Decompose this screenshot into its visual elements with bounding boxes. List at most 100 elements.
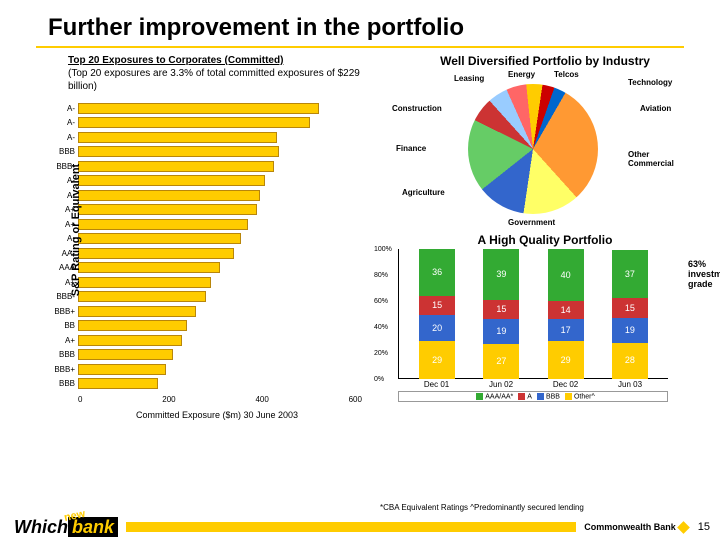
bar-row: A+	[52, 203, 362, 218]
bar	[78, 219, 248, 230]
bar-row: A-	[52, 116, 362, 131]
left-panel: Top 20 Exposures to Corporates (Committe…	[12, 54, 382, 420]
bar	[78, 335, 182, 346]
bar-label: BBB	[52, 147, 78, 156]
stack-segment: 40	[548, 249, 584, 301]
bar	[78, 262, 220, 273]
stack-segment: 20	[419, 315, 455, 341]
pie-title: Well Diversified Portfolio by Industry	[388, 54, 702, 68]
bar-row: A+	[52, 333, 362, 348]
bar-label: A+	[52, 336, 78, 345]
right-panel: Well Diversified Portfolio by Industry E…	[382, 54, 702, 420]
bar-row: A-	[52, 130, 362, 145]
bar	[78, 378, 158, 389]
stack-segment: 39	[483, 249, 519, 300]
stack-segment: 14	[548, 301, 584, 319]
stack-segment: 27	[483, 344, 519, 379]
stack-segment: 15	[419, 296, 455, 316]
pie-slice-label: Agriculture	[402, 188, 445, 197]
bar-row: AA-	[52, 246, 362, 261]
bar-row: A-	[52, 188, 362, 203]
bar-label: BBB+	[52, 365, 78, 374]
bar	[78, 103, 319, 114]
bar	[78, 204, 257, 215]
bar-row: BBB	[52, 348, 362, 363]
stacked-legend: AAA/AA*ABBBOther^	[398, 391, 668, 402]
cba-logo: Commonwealth Bank	[584, 522, 688, 532]
bar	[78, 277, 211, 288]
pie-slice-label: Government	[508, 218, 555, 227]
stack-segment: 15	[612, 298, 648, 318]
page-number: 15	[698, 521, 710, 533]
pie-slice-label: Technology	[628, 78, 672, 87]
bar-row: BBB+	[52, 304, 362, 319]
bar-row: BB	[52, 319, 362, 334]
bar	[78, 364, 166, 375]
footnote: *CBA Equivalent Ratings ^Predominantly s…	[380, 503, 584, 512]
bar	[78, 291, 206, 302]
bar-label: BBB	[52, 379, 78, 388]
title-underline	[36, 46, 684, 48]
stack-segment: 28	[612, 343, 648, 379]
stack-segment: 19	[483, 319, 519, 344]
slide-title: Further improvement in the portfolio	[0, 0, 720, 46]
bar-label: BBB	[52, 350, 78, 359]
pie-body	[468, 84, 598, 214]
bar-row: A-	[52, 174, 362, 189]
pie-slice-label: Finance	[396, 144, 426, 153]
pie-slice-label: Telcos	[554, 70, 579, 79]
x-axis-ticks: 0200400600	[78, 395, 362, 404]
yellow-strip	[126, 522, 576, 532]
stack-segment: 37	[612, 250, 648, 298]
bar-chart-header: Top 20 Exposures to Corporates (Committe…	[68, 54, 382, 93]
stack-column: 29171440	[548, 249, 584, 379]
stacked-x-labels: Dec 01Jun 02Dec 02Jun 03	[398, 379, 668, 389]
bar	[78, 248, 234, 259]
bar	[78, 161, 274, 172]
stack-segment: 17	[548, 319, 584, 341]
stack-segment: 29	[419, 341, 455, 379]
stack-column: 28191537	[612, 250, 648, 379]
bar	[78, 233, 241, 244]
stack-segment: 36	[419, 249, 455, 296]
brace-label: 63% investment grade	[688, 259, 720, 289]
bar-row: A-	[52, 101, 362, 116]
bar-label: BB	[52, 321, 78, 330]
stack-column: 29201536	[419, 249, 455, 379]
stack-column: 27191539	[483, 249, 519, 379]
bar	[78, 320, 187, 331]
bar-row: A+	[52, 217, 362, 232]
stack-segment: 15	[483, 300, 519, 320]
stacked-chart: 29201536271915392917144028191537	[398, 249, 668, 379]
pie-slice-label: Energy	[508, 70, 535, 79]
stack-segment: 29	[548, 341, 584, 379]
bar-row: BBB-	[52, 159, 362, 174]
bar	[78, 306, 196, 317]
bar-label: BBB+	[52, 307, 78, 316]
bar-row: BBB	[52, 145, 362, 160]
pie-slice-label: Construction	[392, 104, 442, 113]
bar-row: BBB	[52, 377, 362, 392]
pie-slice-label: Leasing	[454, 74, 484, 83]
bar	[78, 132, 277, 143]
bar-chart-title: Top 20 Exposures to Corporates (Committe…	[68, 54, 382, 67]
pie-slice-label: Aviation	[640, 104, 671, 113]
bar-label: A-	[52, 104, 78, 113]
bar-chart: A-A-A-BBBBBB-A-A-A+A+A-AA-AAAA+BBB-BBB+B…	[52, 101, 362, 391]
bar	[78, 175, 265, 186]
pie-slice-label: Other Commercial	[628, 150, 688, 168]
bar-row: BBB-	[52, 290, 362, 305]
bar-label: A-	[52, 118, 78, 127]
bar-row: AAA	[52, 261, 362, 276]
pie-chart: Energy Telcos Technology Aviation Other Comm…	[388, 72, 688, 227]
stack-segment: 19	[612, 318, 648, 343]
stacked-title: A High Quality Portfolio	[388, 233, 702, 247]
bar-chart-subtitle: (Top 20 exposures are 3.3% of total comm…	[68, 67, 382, 93]
bar-label: A-	[52, 133, 78, 142]
bar	[78, 117, 310, 128]
footer: new Whichbank Commonwealth Bank 15	[0, 514, 720, 540]
bar	[78, 146, 279, 157]
x-axis-label: Committed Exposure ($m) 30 June 2003	[52, 410, 382, 420]
bar	[78, 190, 260, 201]
bar	[78, 349, 173, 360]
